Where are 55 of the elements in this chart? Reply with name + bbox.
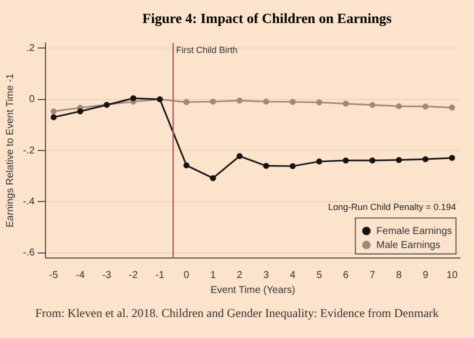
point: [50, 114, 57, 120]
point: [342, 100, 349, 107]
point: [263, 162, 270, 169]
point: [396, 103, 402, 110]
point: [130, 95, 136, 102]
point: [77, 108, 84, 114]
y-tick-label: 0: [29, 94, 36, 106]
x-tick-label: -3: [102, 270, 112, 281]
x-tick-label: 7: [370, 270, 376, 281]
point: [290, 163, 296, 170]
y-tick-label: -.2: [23, 145, 36, 156]
ref-line-label: First Child Birth: [176, 44, 238, 55]
point: [236, 153, 243, 160]
point: [210, 175, 216, 182]
chart-title: Figure 4: Impact of Children on Earnings: [141, 11, 393, 27]
y-tick-label: .2: [26, 42, 36, 54]
x-tick-label: -2: [128, 270, 138, 281]
point: [422, 103, 428, 110]
x-tick-label: 8: [396, 270, 402, 281]
point: [263, 98, 270, 105]
x-tick-label: 6: [343, 270, 350, 281]
point: [369, 102, 376, 108]
point: [369, 157, 376, 164]
x-tick-label: 1: [210, 270, 216, 281]
point: [449, 154, 456, 161]
annotation: Long-Run Child Penalty = 0.194: [328, 202, 456, 212]
point: [236, 98, 243, 104]
point: [50, 108, 57, 114]
point: [290, 98, 296, 105]
x-tick-label: -5: [49, 270, 59, 281]
point: [396, 156, 402, 163]
point: [210, 98, 216, 105]
x-tick-label: 9: [422, 270, 429, 281]
text: From: Kleven et al. 2018. Children and Gender Inequality: Evidence from Denmark: [34, 306, 440, 321]
point: [449, 104, 456, 110]
x-tick-label: 3: [263, 270, 270, 281]
legend-label: Male Earnings: [376, 240, 440, 251]
legend-label: Female Earnings: [376, 226, 452, 237]
x-tick-label: 4: [290, 270, 296, 281]
y-tick-label: -.6: [23, 248, 36, 259]
x-tick-label: -1: [155, 270, 165, 281]
x-tick-label: -4: [76, 270, 86, 281]
x-tick-label: 5: [316, 270, 322, 281]
point: [183, 162, 190, 168]
point: [342, 157, 349, 164]
point: [316, 158, 322, 165]
x-axis-title: Event Time (Years): [210, 284, 296, 296]
point: [183, 99, 190, 106]
x-tick-label: 10: [446, 270, 458, 281]
point: [422, 156, 428, 162]
x-tick-label: 2: [236, 270, 243, 281]
x-tick-label: 0: [184, 270, 190, 281]
point: [316, 99, 322, 106]
y-tick-label: -.4: [23, 196, 36, 208]
y-axis-title: Earnings Relative to Event Time -1: [4, 73, 16, 228]
